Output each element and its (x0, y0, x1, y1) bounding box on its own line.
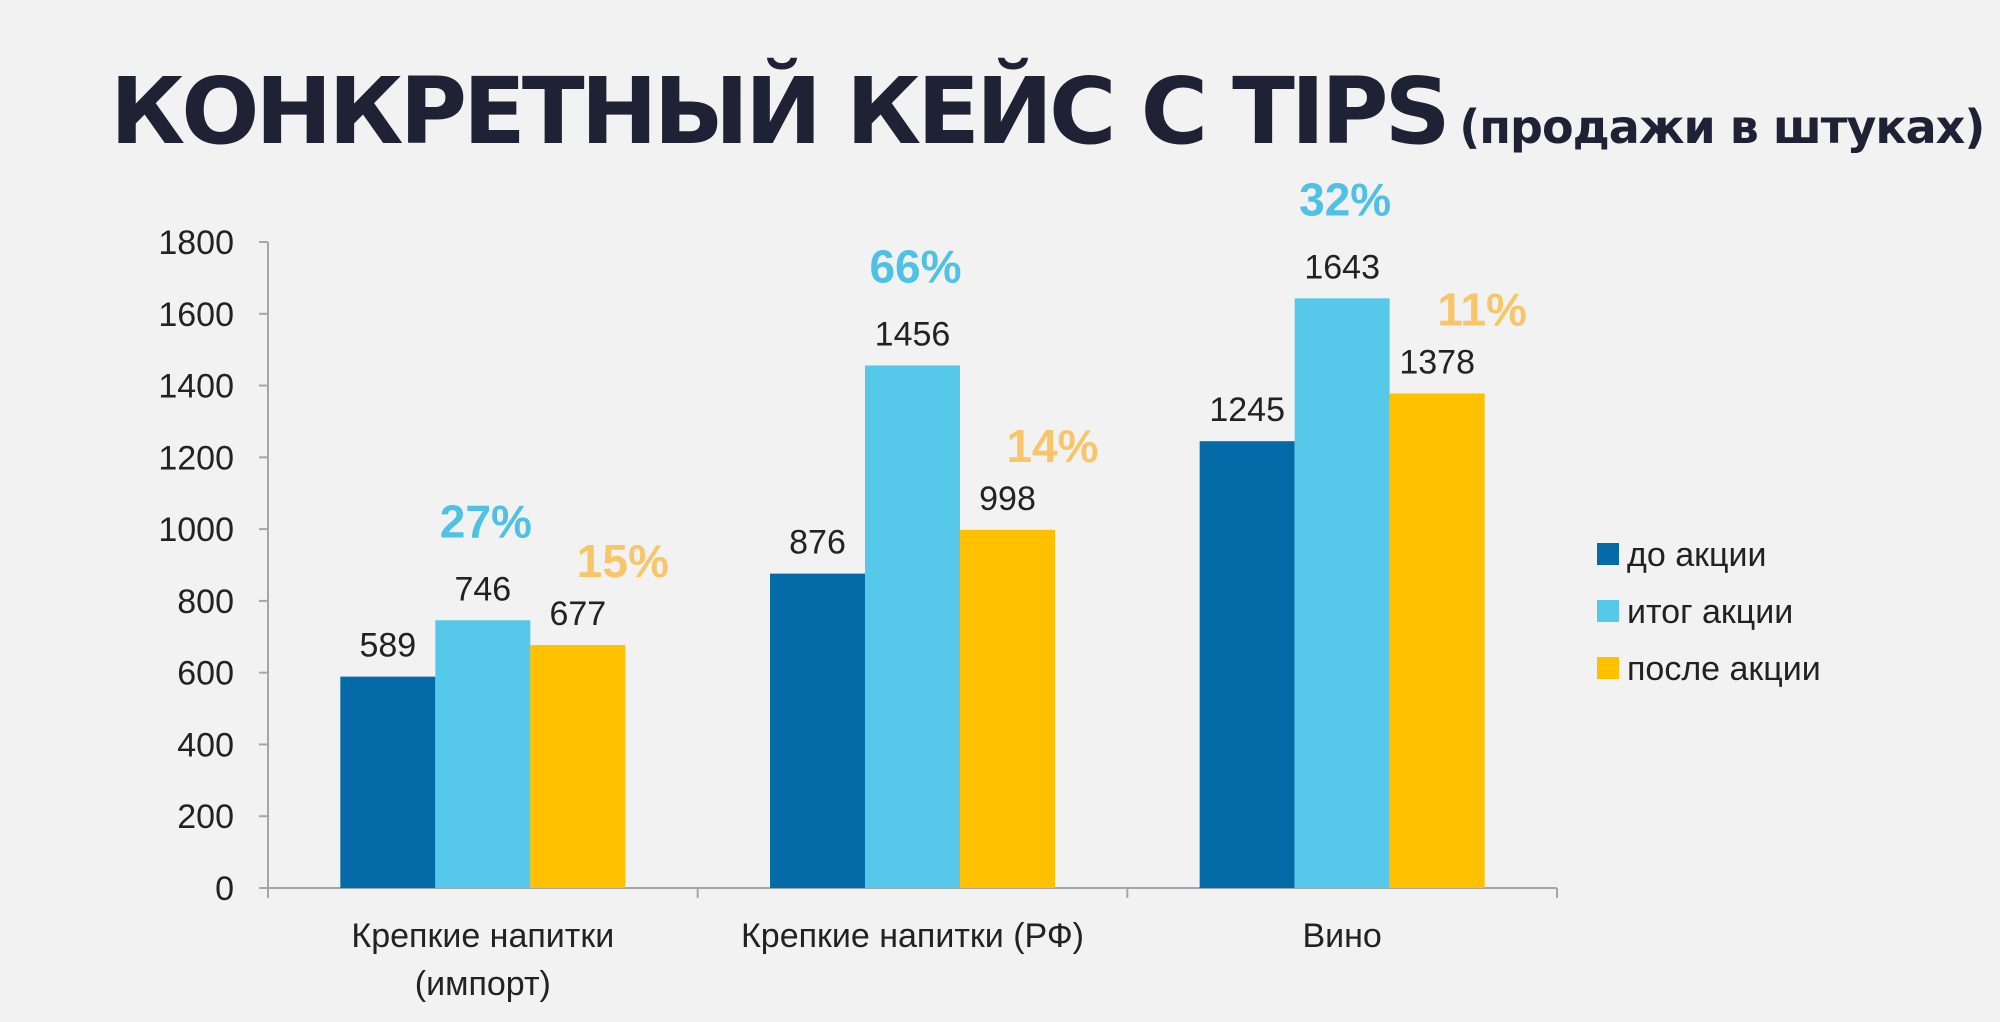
bar (530, 645, 626, 888)
y-tick-label: 600 (177, 655, 234, 693)
bar-value-label: 1456 (875, 315, 951, 353)
bar-value-label: 1378 (1399, 343, 1475, 381)
legend-swatch (1597, 600, 1619, 622)
y-tick-label: 1600 (158, 296, 234, 334)
bar (340, 676, 436, 888)
bar (770, 573, 865, 888)
x-category-label: (импорт) (415, 965, 551, 1003)
legend-label: после акции (1627, 650, 1821, 688)
y-tick-label: 1200 (158, 439, 234, 477)
y-tick-label: 1800 (158, 224, 234, 262)
legend-swatch (1597, 543, 1619, 565)
bar (1389, 393, 1485, 888)
bar (960, 529, 1055, 888)
percent-label-after: 11% (1437, 283, 1527, 335)
bar-value-label: 589 (359, 627, 416, 665)
chart-title-main: КОНКРЕТНЫЙ КЕЙС С TIPS (110, 58, 1451, 165)
bar (1294, 298, 1390, 888)
bar-value-label: 1245 (1209, 391, 1285, 429)
y-tick-label: 800 (177, 583, 234, 621)
percent-label-during: 66% (869, 240, 961, 292)
chart-title: КОНКРЕТНЫЙ КЕЙС С TIPS (продажи в штуках… (110, 58, 1985, 165)
bar (435, 620, 531, 888)
bar (865, 365, 960, 888)
x-category-label: Крепкие напитки (351, 917, 614, 955)
legend-label: до акции (1627, 536, 1766, 574)
bar-value-label: 746 (454, 570, 511, 608)
chart-title-sub: (продажи в штуках) (1459, 100, 1985, 154)
y-tick-label: 1400 (158, 368, 234, 406)
y-tick-label: 1000 (158, 511, 234, 549)
legend-label: итог акции (1627, 593, 1793, 631)
bar-value-label: 677 (549, 595, 606, 633)
percent-label-after: 15% (577, 535, 669, 587)
bar-value-label: 1643 (1304, 248, 1380, 286)
y-tick-label: 0 (215, 870, 234, 908)
y-tick-label: 200 (177, 798, 234, 836)
percent-label-during: 32% (1299, 173, 1391, 225)
bar (1199, 441, 1295, 888)
percent-label-after: 14% (1006, 420, 1098, 472)
legend-swatch (1597, 657, 1619, 679)
percent-label-during: 27% (440, 495, 532, 547)
y-tick-label: 400 (177, 726, 234, 764)
bar-value-label: 998 (979, 480, 1036, 518)
bar-value-label: 876 (789, 524, 846, 562)
x-category-label: Крепкие напитки (РФ) (741, 917, 1084, 955)
x-category-label: Вино (1302, 917, 1381, 955)
